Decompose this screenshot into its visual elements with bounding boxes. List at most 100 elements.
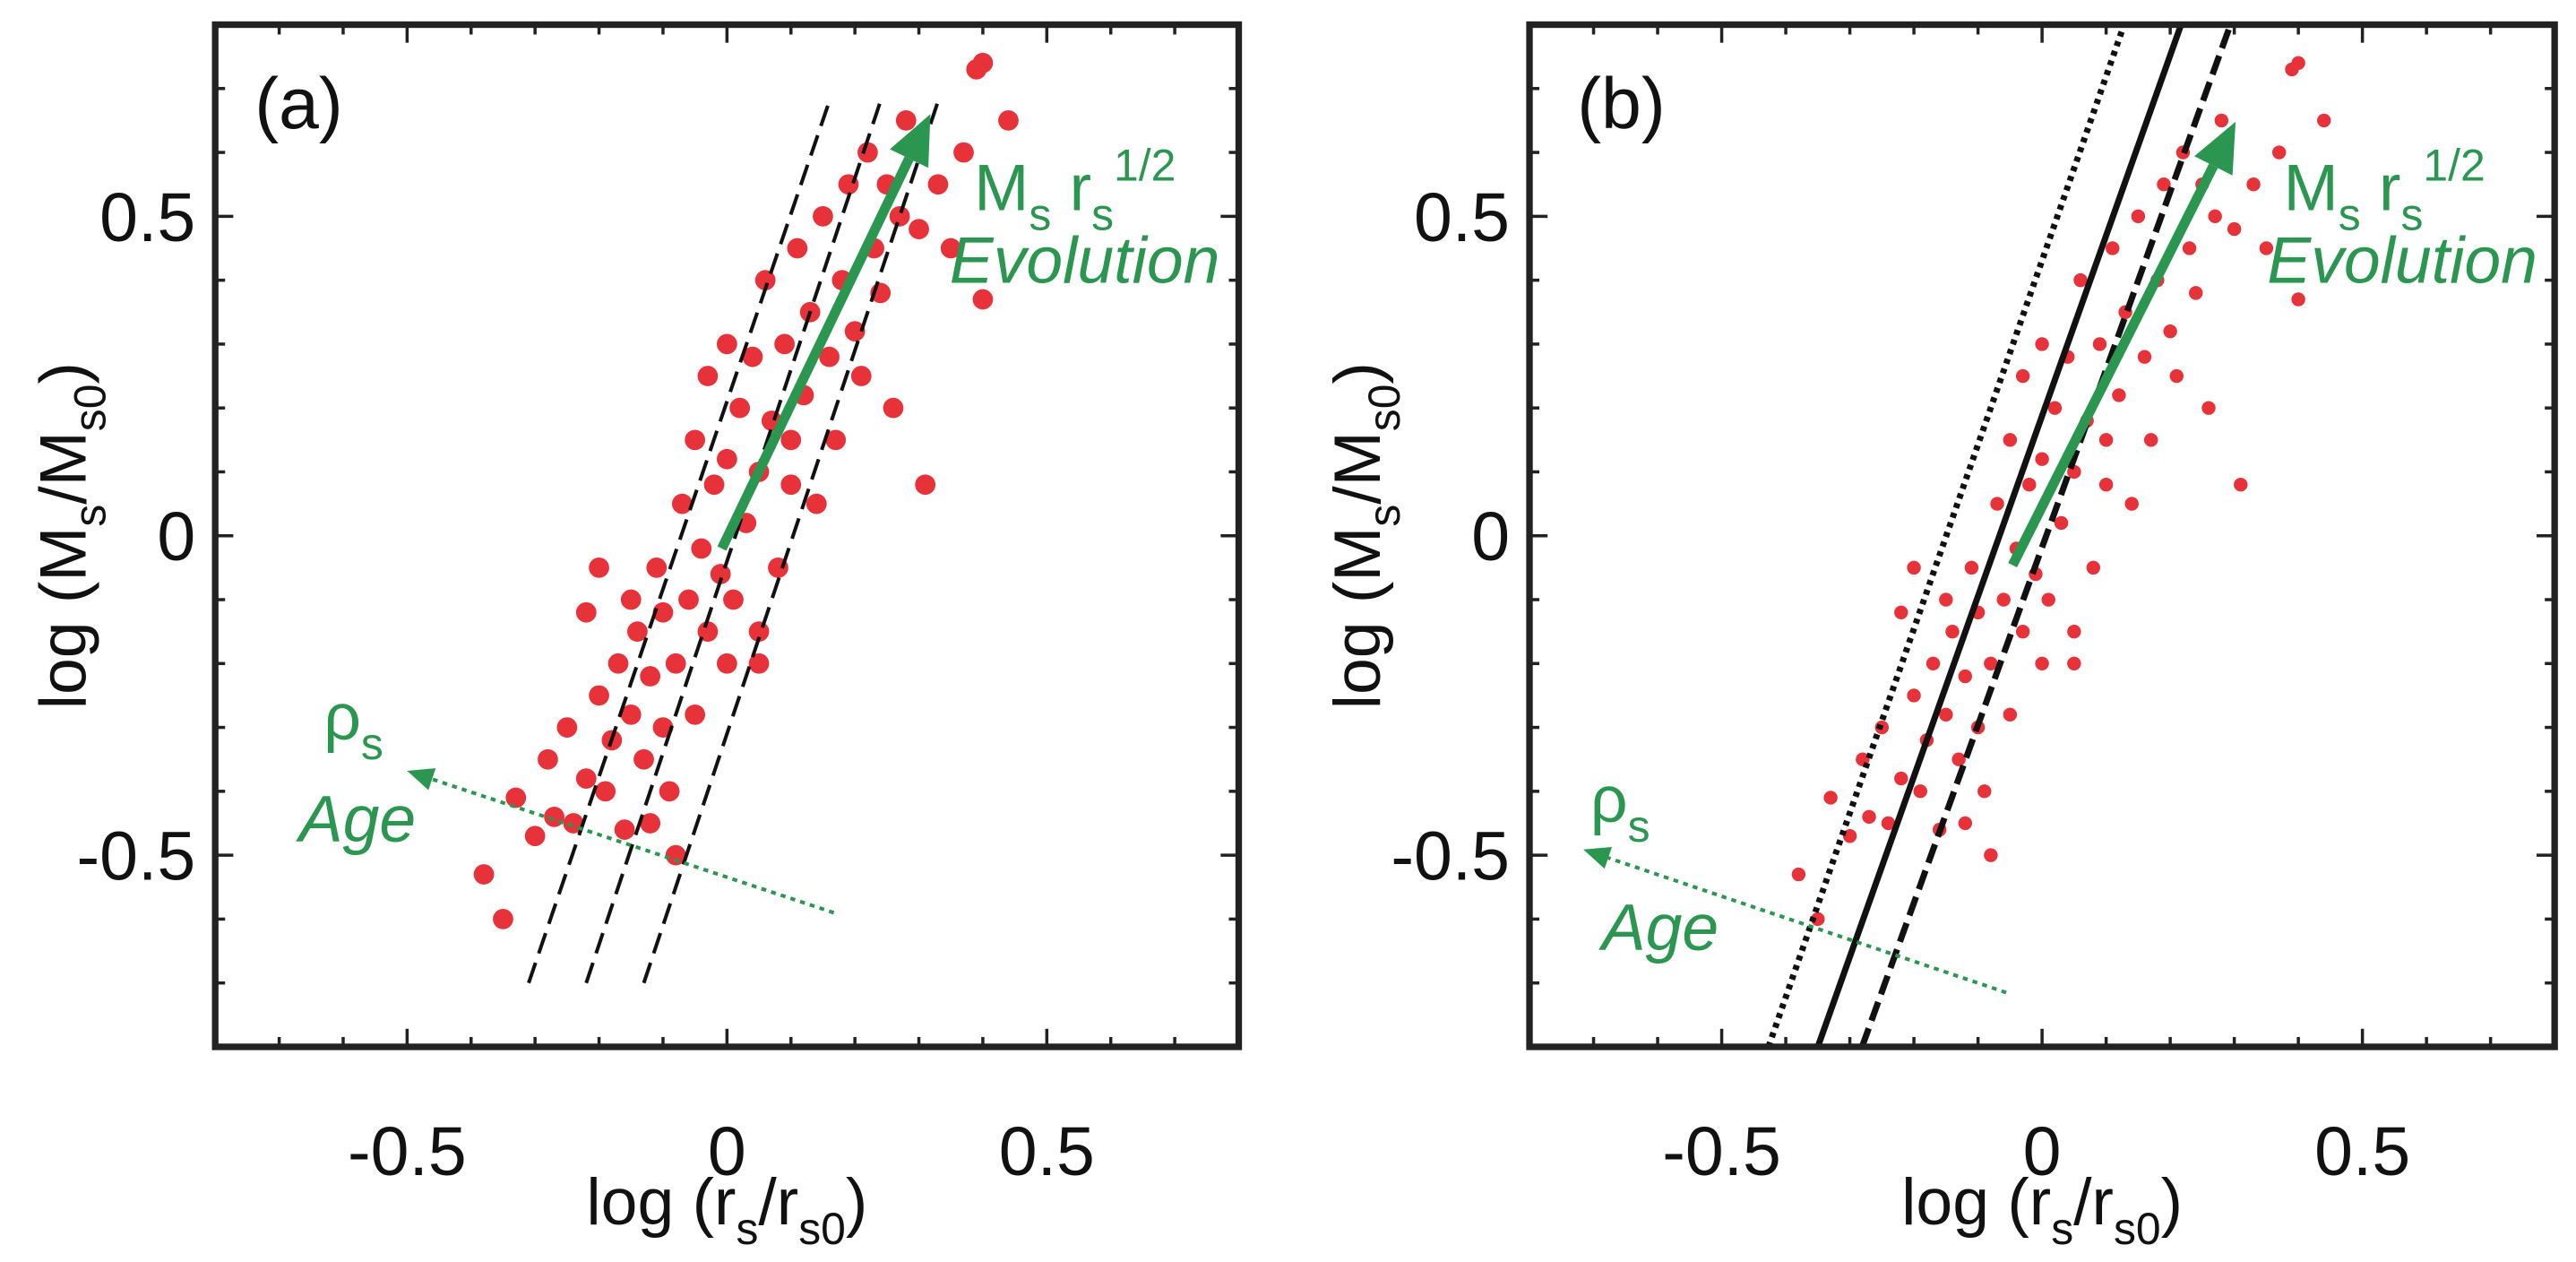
annotation-part: 1/2 xyxy=(1114,141,1176,191)
point xyxy=(589,685,609,706)
point xyxy=(1990,497,2004,511)
annotation-part: s xyxy=(2400,190,2423,240)
annotation-part: ρ xyxy=(1590,763,1628,836)
point xyxy=(646,558,668,578)
point xyxy=(2112,388,2126,402)
point xyxy=(2003,433,2018,447)
y-axis-label-part: s0 xyxy=(1359,385,1409,432)
point xyxy=(940,238,961,259)
point xyxy=(1964,560,1979,575)
point xyxy=(1913,784,1927,799)
y-axis-label: log (Ms/Ms0) xyxy=(1321,362,1409,709)
point xyxy=(1945,624,1960,639)
point xyxy=(697,621,719,643)
y-axis-label-part: s xyxy=(1359,505,1409,527)
y-axis-label-part: s xyxy=(65,505,115,527)
annotation: Evolution xyxy=(950,223,1220,297)
point xyxy=(710,564,731,584)
arrow xyxy=(1607,856,2007,995)
x-tick-label: -0.5 xyxy=(1662,1113,1781,1190)
annotation-part: Evolution xyxy=(2267,223,2537,297)
point xyxy=(614,819,635,840)
arrow xyxy=(2008,163,2218,567)
point xyxy=(1951,752,1966,766)
point xyxy=(1842,829,1857,843)
point xyxy=(1907,688,1921,703)
point xyxy=(2073,272,2088,288)
point xyxy=(895,110,917,131)
point xyxy=(538,748,558,770)
point xyxy=(640,666,661,687)
point xyxy=(806,493,827,514)
annotation-part: s xyxy=(1628,801,1650,851)
point xyxy=(998,110,1019,131)
y-axis-label-part: /M xyxy=(1321,431,1394,504)
point xyxy=(2246,177,2261,192)
point xyxy=(556,717,578,738)
arrow xyxy=(717,156,914,551)
point xyxy=(2035,337,2049,351)
reference-line xyxy=(1814,24,2184,1047)
point xyxy=(640,813,661,834)
point xyxy=(953,142,974,163)
point xyxy=(780,474,802,496)
y-tick-label: -0.5 xyxy=(1391,818,1510,895)
point xyxy=(1984,656,1998,670)
panel-label: (b) xyxy=(1577,64,1666,144)
point xyxy=(2022,478,2037,492)
point xyxy=(889,205,910,227)
point xyxy=(2201,401,2216,415)
point xyxy=(575,768,597,789)
point xyxy=(2208,209,2222,224)
point xyxy=(915,474,936,496)
reference-line xyxy=(642,100,940,984)
point xyxy=(2271,145,2287,160)
reference-line xyxy=(584,100,883,984)
annotation-part: Age xyxy=(1598,891,1719,964)
y-tick-label: 0.5 xyxy=(1414,179,1510,256)
annotation: Evolution xyxy=(2267,223,2537,297)
point xyxy=(1977,784,1992,799)
point xyxy=(595,781,616,802)
plot-frame xyxy=(1526,21,2558,1050)
point xyxy=(493,909,513,929)
x-tick-label: -0.5 xyxy=(348,1113,467,1190)
point xyxy=(819,346,840,367)
x-axis-label-part: s0 xyxy=(798,1204,846,1254)
point xyxy=(2054,515,2069,531)
y-axis-label-part: log (M xyxy=(26,527,99,710)
point xyxy=(2047,401,2063,415)
plot-area xyxy=(473,52,1019,984)
annotation: Age xyxy=(296,782,416,856)
point xyxy=(652,601,674,623)
point xyxy=(620,589,642,610)
annotation-part: Age xyxy=(296,782,416,856)
annotation: ρs xyxy=(323,680,383,769)
point xyxy=(972,289,994,310)
y-axis-label-part: ) xyxy=(26,362,99,384)
point xyxy=(2041,592,2055,607)
annotation-part: s xyxy=(2339,190,2361,240)
point xyxy=(1984,848,1998,862)
x-axis-label-part: /r xyxy=(758,1165,798,1239)
point xyxy=(665,844,686,866)
point xyxy=(691,538,712,559)
point xyxy=(1823,791,1838,805)
point xyxy=(678,589,699,610)
point xyxy=(2067,624,2081,639)
point xyxy=(780,429,802,451)
point xyxy=(2291,56,2305,70)
point xyxy=(2227,221,2242,237)
point xyxy=(716,333,737,355)
reference-line xyxy=(1765,24,2127,1047)
point xyxy=(972,52,994,73)
point xyxy=(1926,656,1941,670)
x-axis-label-part: /r xyxy=(2073,1165,2114,1239)
point xyxy=(2015,368,2030,384)
panel: -0.5 0 0.5 -0.5 0 0.5 (b) xyxy=(1391,21,2558,1190)
point xyxy=(716,653,737,674)
point xyxy=(748,653,770,674)
point xyxy=(620,704,642,725)
point xyxy=(2182,241,2197,255)
